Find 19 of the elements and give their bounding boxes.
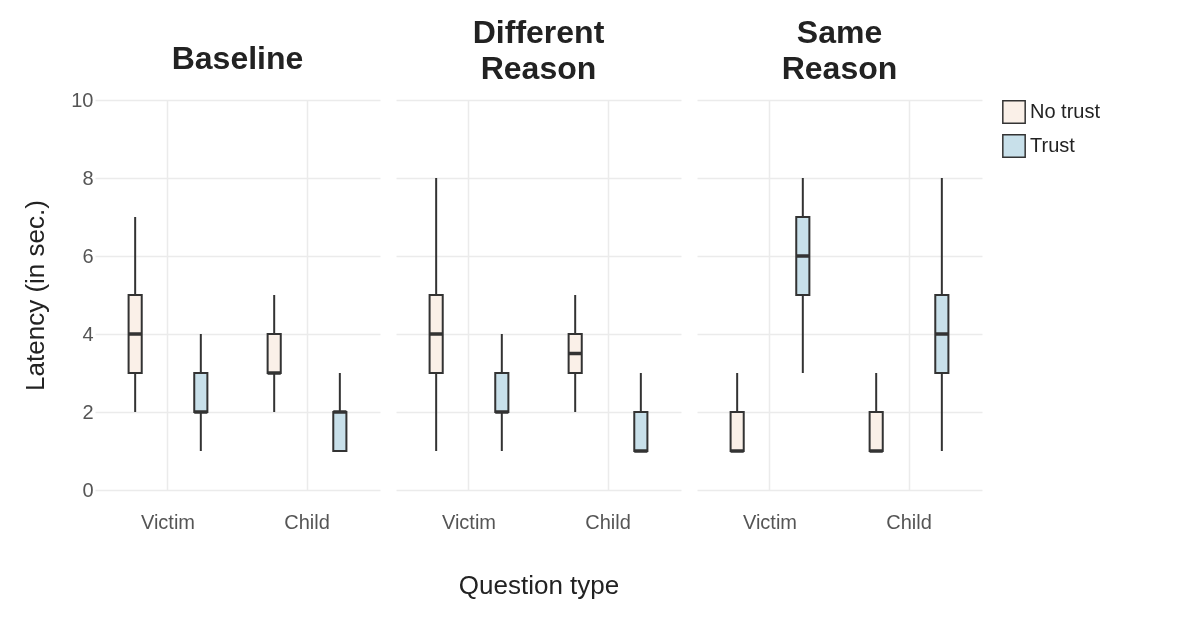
x-tick-label: Child [585, 510, 631, 533]
x-tick-label: Child [886, 510, 932, 533]
y-tick-label: 6 [82, 244, 94, 267]
x-tick-label: Victim [742, 510, 798, 533]
chart-title: Different Reason [472, 14, 605, 86]
y-tick-label: 4 [82, 322, 94, 345]
y-axis-title: Latency (in sec.) [20, 200, 51, 391]
x-tick-label: Victim [441, 510, 497, 533]
chart-title: Same Reason [781, 14, 898, 86]
legend-label: Trust [1030, 134, 1076, 156]
legend-label: No trust [1030, 100, 1101, 122]
y-tick-label: 0 [82, 478, 94, 501]
y-tick-label: 2 [82, 400, 94, 423]
x-tick-label: Child [284, 510, 330, 533]
y-tick-label: 8 [82, 166, 94, 189]
x-tick-label: Victim [140, 510, 196, 533]
y-tick-label: 10 [71, 88, 94, 111]
x-axis-title: Question type [458, 569, 620, 600]
chart-title: Baseline [171, 40, 304, 76]
